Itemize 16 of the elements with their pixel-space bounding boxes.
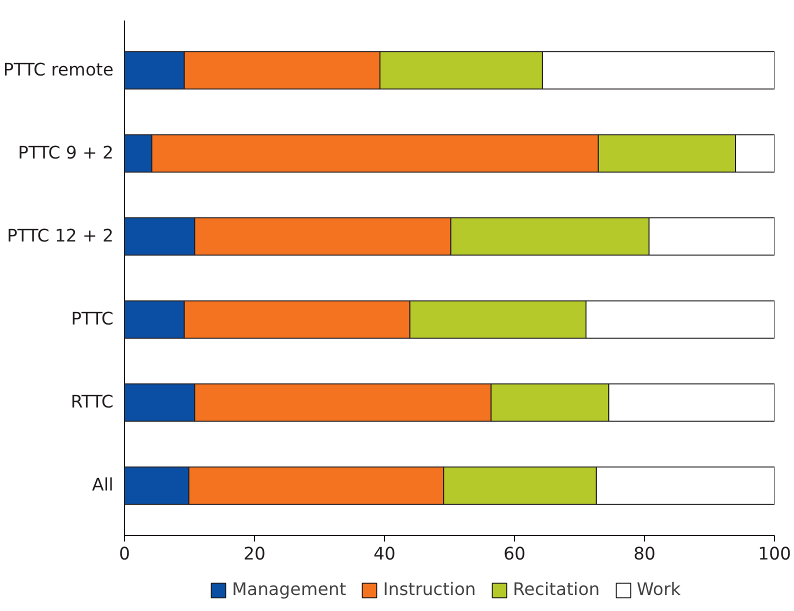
legend-label: Work <box>636 580 681 600</box>
x-tick-label: 0 <box>118 544 130 564</box>
x-tick-label: 60 <box>503 544 526 564</box>
y-tick-label: All <box>92 476 114 496</box>
y-tick-label: RTTC <box>70 392 114 413</box>
y-tick-label: PTTC remote <box>3 60 114 80</box>
x-tick-label: 80 <box>633 544 656 564</box>
legend-label: Instruction <box>383 580 476 600</box>
legend-label: Management <box>232 580 346 600</box>
y-tick-label: PTTC <box>71 310 114 330</box>
x-tick-label: 100 <box>758 544 792 564</box>
y-tick-label: PTTC 12 + 2 <box>6 226 114 246</box>
x-tick-label: 40 <box>373 544 396 564</box>
y-tick-label: PTTC 9 + 2 <box>18 143 114 164</box>
legend-label: Recitation <box>512 580 600 600</box>
x-tick-label: 20 <box>243 544 266 564</box>
